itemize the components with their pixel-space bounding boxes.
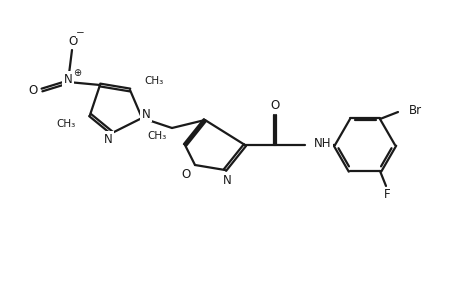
Text: N: N (222, 173, 231, 187)
Text: O: O (181, 167, 190, 181)
Text: −: − (75, 28, 84, 38)
Text: ⊕: ⊕ (73, 68, 81, 78)
Text: F: F (383, 188, 390, 202)
Text: O: O (68, 34, 78, 47)
Text: CH₃: CH₃ (147, 131, 167, 141)
Text: O: O (28, 83, 38, 97)
Text: CH₃: CH₃ (56, 119, 76, 129)
Text: Br: Br (408, 103, 421, 116)
Text: N: N (103, 133, 112, 146)
Text: O: O (270, 98, 279, 112)
Text: N: N (63, 73, 72, 85)
Text: N: N (141, 107, 150, 121)
Text: CH₃: CH₃ (144, 76, 163, 86)
Text: NH: NH (313, 136, 331, 149)
